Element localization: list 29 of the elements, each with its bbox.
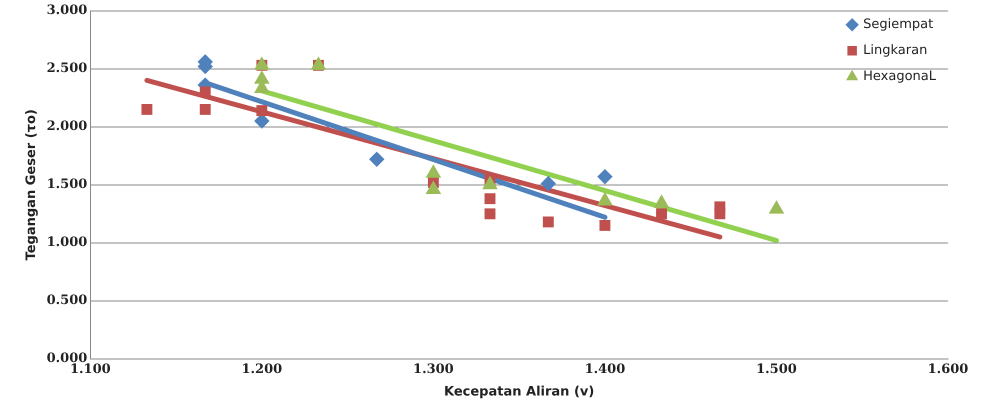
x-tick-label: 1.200 [241, 362, 282, 377]
legend-label: Lingkaran [863, 43, 928, 58]
point [141, 104, 152, 115]
point [484, 193, 496, 204]
x-tick-label: 1.300 [413, 362, 454, 377]
legend-label: Segiempat [863, 17, 934, 32]
y-axis-title: Tegangan Geser (τo) [24, 109, 40, 260]
point [256, 105, 268, 116]
y-tick-label: 1.500 [46, 177, 88, 192]
point [369, 152, 384, 167]
x-axis-title: Kecepatan Aliran (v) [444, 384, 594, 400]
point [540, 176, 556, 192]
point [200, 104, 211, 115]
y-tick-label: 3.000 [46, 3, 88, 18]
y-tick-label: 0.500 [46, 293, 88, 308]
y-tick-label: 1.000 [46, 235, 88, 250]
point [599, 220, 610, 231]
point [484, 208, 496, 220]
legend-label: HexagonaL [863, 69, 937, 84]
x-tick-label: 1.500 [756, 362, 797, 377]
x-tick-label: 1.600 [928, 362, 968, 377]
point [542, 216, 554, 228]
point [714, 208, 726, 220]
y-tick-label: 2.500 [46, 61, 88, 76]
point [200, 86, 211, 98]
point [597, 169, 612, 184]
point [656, 208, 667, 220]
y-tick-label: 2.000 [46, 119, 88, 134]
x-tick-label: 1.400 [584, 362, 626, 377]
